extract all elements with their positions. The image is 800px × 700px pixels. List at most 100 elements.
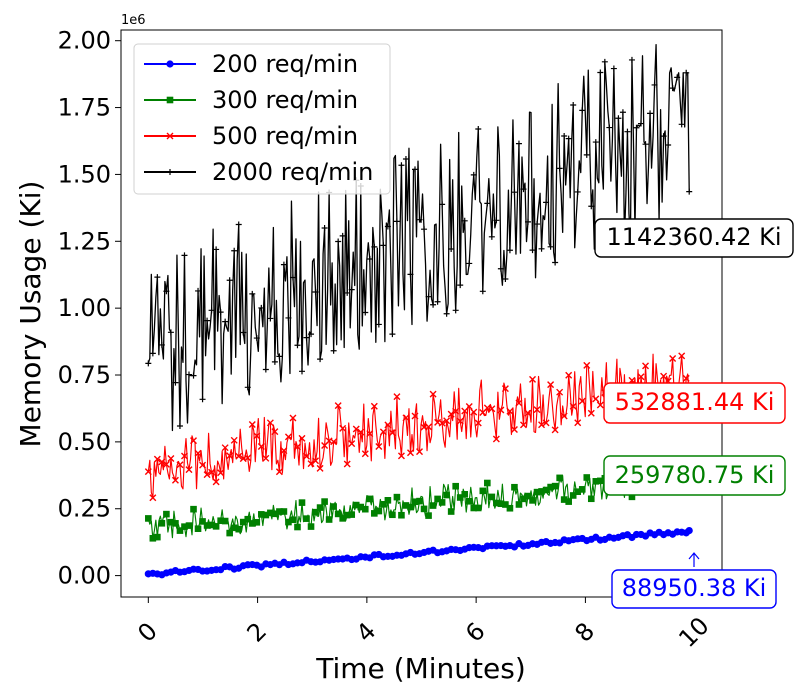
- series-marker-3: [583, 151, 590, 158]
- series-marker-2: [474, 419, 482, 427]
- series-marker-3: [163, 288, 170, 295]
- series-marker-1: [506, 504, 514, 512]
- series-marker-3: [497, 265, 504, 272]
- series-marker-2: [357, 428, 365, 436]
- series-marker-2: [334, 402, 342, 410]
- series-marker-3: [565, 135, 572, 142]
- series-marker-2: [144, 468, 152, 476]
- series-marker-1: [226, 529, 233, 537]
- series-marker-3: [452, 307, 459, 314]
- series-marker-2: [289, 414, 297, 422]
- series-marker-2: [443, 417, 451, 425]
- annotation-box-3: [594, 218, 794, 258]
- series-marker-1: [185, 522, 193, 529]
- series-marker-2: [166, 132, 174, 140]
- series-marker-1: [434, 495, 441, 503]
- series-marker-2: [312, 457, 320, 465]
- series-marker-3: [493, 217, 500, 224]
- series-marker-1: [398, 511, 405, 519]
- series-marker-0: [166, 60, 174, 68]
- series-marker-1: [334, 510, 342, 518]
- series-marker-2: [366, 430, 374, 438]
- series-marker-2: [529, 375, 537, 383]
- series-marker-2: [438, 419, 446, 427]
- y-tick-label: 0.25: [58, 495, 111, 523]
- series-marker-2: [393, 393, 401, 401]
- series-marker-3: [543, 199, 550, 206]
- series-marker-2: [153, 455, 161, 463]
- legend-label-2: 500 req/min: [212, 122, 358, 150]
- series-marker-3: [380, 242, 387, 249]
- series-line-3: [147, 44, 690, 432]
- series-marker-1: [565, 498, 572, 505]
- series-marker-1: [484, 479, 491, 487]
- series-marker-1: [416, 497, 423, 505]
- series-marker-2: [266, 419, 274, 427]
- series-marker-1: [294, 523, 301, 531]
- series-marker-2: [542, 419, 550, 427]
- y-tick-label: 1.25: [58, 227, 111, 255]
- series-marker-1: [420, 505, 428, 513]
- series-marker-2: [149, 494, 157, 502]
- series-marker-1: [393, 493, 401, 501]
- series-marker-1: [235, 525, 243, 533]
- series-marker-2: [158, 458, 166, 466]
- series-marker-3: [158, 341, 165, 348]
- series-marker-3: [167, 169, 173, 175]
- series-marker-2: [217, 469, 225, 477]
- series-marker-2: [492, 435, 500, 443]
- annotations: 1142360.42 Ki 532881.44 Ki 259780.75 Ki 889…: [594, 218, 794, 609]
- series-marker-2: [560, 412, 568, 420]
- series-marker-3: [660, 133, 667, 140]
- series-marker-3: [511, 189, 518, 196]
- legend-label-0: 200 req/min: [212, 50, 358, 78]
- series-marker-3: [181, 252, 188, 259]
- series-marker-1: [166, 96, 174, 104]
- series-marker-2: [456, 417, 464, 425]
- series-marker-3: [321, 225, 328, 232]
- series-marker-2: [194, 449, 202, 457]
- series-marker-2: [642, 362, 650, 370]
- series-marker-3: [529, 247, 536, 254]
- series-marker-3: [285, 314, 292, 321]
- annotation-text-2: 532881.44 Ki: [615, 388, 775, 416]
- series-marker-1: [212, 523, 220, 530]
- series-marker-2: [307, 460, 315, 468]
- series-marker-3: [344, 289, 351, 296]
- series-marker-3: [235, 221, 242, 228]
- series-marker-3: [425, 293, 432, 300]
- series-marker-3: [615, 115, 622, 122]
- series-marker-3: [430, 301, 437, 308]
- series-marker-2: [361, 450, 369, 458]
- series-marker-1: [361, 505, 369, 513]
- series-marker-1: [488, 493, 496, 501]
- series-marker-3: [231, 247, 238, 254]
- series-marker-3: [240, 329, 247, 336]
- legend-label-1: 300 req/min: [212, 86, 358, 114]
- series-marker-1: [474, 504, 482, 512]
- series-marker-3: [335, 238, 342, 245]
- series-marker-1: [384, 497, 392, 504]
- series-marker-3: [674, 74, 681, 81]
- series-marker-3: [470, 171, 477, 178]
- series-marker-1: [163, 510, 170, 518]
- series-marker-3: [448, 246, 455, 253]
- series-marker-3: [561, 132, 568, 139]
- series-marker-3: [597, 69, 604, 76]
- series-marker-1: [154, 533, 161, 541]
- series-marker-1: [316, 504, 324, 511]
- series-marker-3: [172, 379, 179, 386]
- annotation-text-0: 88950.38 Ki: [622, 574, 767, 602]
- series-marker-2: [402, 414, 410, 422]
- series-marker-1: [524, 492, 532, 500]
- series-marker-2: [569, 402, 577, 410]
- series-marker-2: [510, 425, 518, 433]
- series-marker-1: [145, 515, 152, 522]
- series-marker-3: [145, 360, 152, 367]
- series-marker-1: [321, 498, 328, 505]
- series-marker-3: [579, 107, 586, 114]
- y-tick-label: 0.00: [58, 562, 111, 590]
- series-marker-3: [461, 217, 468, 224]
- series-marker-2: [162, 460, 170, 468]
- series-marker-2: [298, 434, 306, 442]
